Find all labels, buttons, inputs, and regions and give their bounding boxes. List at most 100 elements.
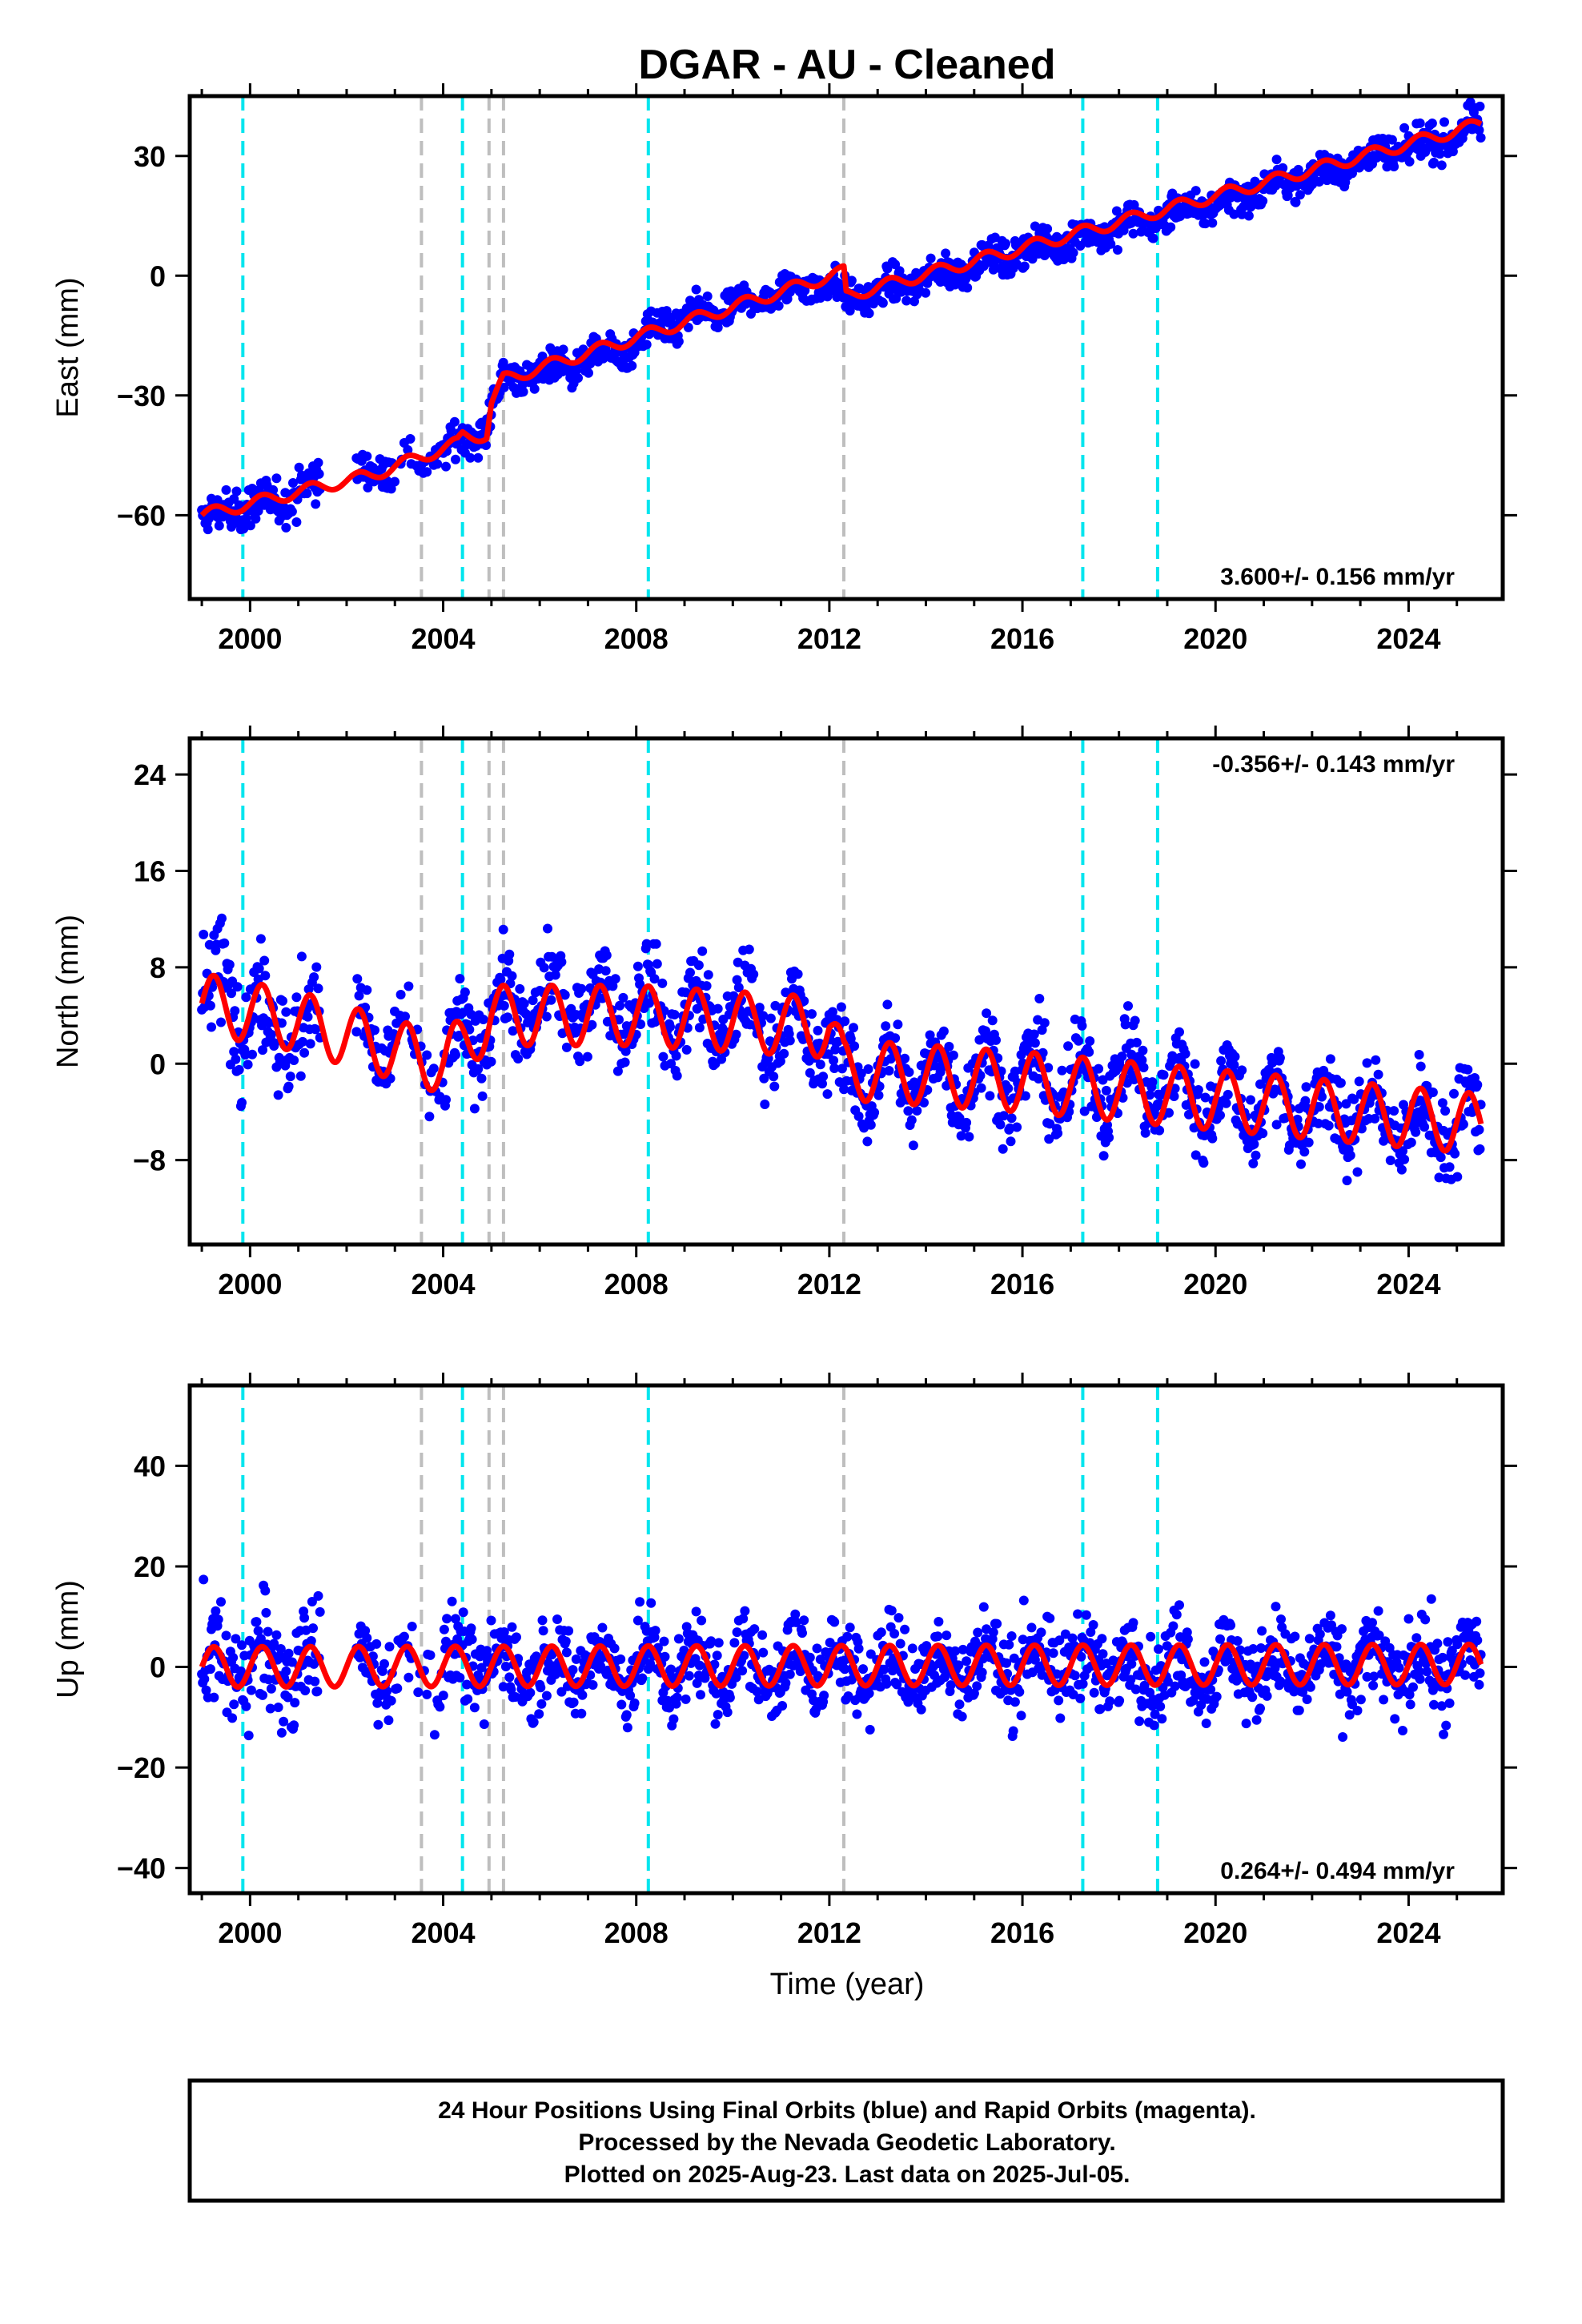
- data-point: [390, 476, 400, 487]
- data-point: [1201, 1719, 1211, 1728]
- data-point: [449, 416, 460, 427]
- data-point: [1422, 1667, 1432, 1677]
- data-point: [273, 1090, 283, 1100]
- data-point: [469, 1104, 480, 1114]
- data-point: [1073, 1609, 1083, 1619]
- data-point: [1302, 1695, 1312, 1704]
- data-point: [962, 1117, 972, 1128]
- data-point: [610, 974, 620, 984]
- data-point: [295, 1071, 306, 1081]
- data-point: [1338, 1732, 1348, 1742]
- data-point: [635, 979, 645, 989]
- data-point: [845, 306, 855, 316]
- data-point: [1034, 994, 1045, 1003]
- plot-area-up: [197, 1385, 1486, 1893]
- data-point: [1097, 1634, 1107, 1644]
- data-point: [1342, 1176, 1352, 1186]
- x-tick-label: 2012: [797, 1916, 861, 1949]
- data-point: [407, 1622, 417, 1631]
- data-point: [258, 1045, 267, 1055]
- data-point: [1074, 1035, 1084, 1046]
- panel-east: 2000 2004 2008 2012 2016 2020 2024 −60 −30 0 30 Eas…: [51, 83, 1517, 655]
- panels: 2000 2004 2008 2012 2016 2020 2024−60−30030Eas…: [51, 83, 1517, 1949]
- data-point: [486, 1056, 496, 1067]
- data-point: [681, 1694, 691, 1704]
- data-point: [441, 461, 451, 472]
- data-point: [576, 1708, 587, 1719]
- data-point: [543, 923, 552, 934]
- y-tick-label: 24: [134, 758, 166, 791]
- x-tick-label: 2020: [1183, 1268, 1247, 1301]
- data-point: [1305, 1682, 1315, 1692]
- data-point: [785, 1035, 795, 1046]
- data-point: [781, 1678, 791, 1688]
- data-point: [556, 957, 567, 967]
- data-point: [537, 1615, 548, 1626]
- data-point: [451, 454, 460, 464]
- data-point: [1084, 1047, 1094, 1057]
- data-point: [1362, 1058, 1372, 1068]
- data-point: [882, 999, 893, 1010]
- data-point: [214, 521, 224, 531]
- data-point: [1367, 1618, 1377, 1628]
- data-point: [219, 938, 230, 948]
- data-point: [765, 1013, 776, 1023]
- data-point: [207, 1022, 216, 1032]
- data-point: [978, 1602, 989, 1612]
- data-point: [1193, 1085, 1203, 1095]
- data-point: [864, 308, 874, 319]
- data-point: [1180, 1048, 1191, 1059]
- data-point: [845, 1622, 855, 1633]
- data-point: [916, 1704, 926, 1715]
- data-point: [379, 1659, 389, 1669]
- data-point: [1371, 1055, 1381, 1065]
- data-point: [853, 1111, 864, 1121]
- data-point: [701, 981, 712, 991]
- data-point: [451, 1050, 460, 1060]
- data-point: [362, 985, 372, 995]
- data-point: [1117, 1051, 1127, 1062]
- data-point: [1149, 1720, 1159, 1731]
- data-point: [1304, 1634, 1315, 1644]
- data-point: [1399, 123, 1410, 133]
- data-point: [216, 1597, 226, 1607]
- data-point: [1331, 1642, 1342, 1652]
- data-point: [561, 1042, 572, 1052]
- data-point: [1207, 1133, 1218, 1144]
- data-point: [1106, 239, 1116, 249]
- data-point: [652, 959, 662, 969]
- data-point: [1275, 1053, 1285, 1063]
- data-point: [713, 1638, 724, 1648]
- data-point: [1079, 1106, 1090, 1116]
- data-point: [541, 1011, 552, 1022]
- data-point: [894, 266, 905, 276]
- data-point: [992, 1618, 1002, 1629]
- data-point: [254, 963, 264, 974]
- data-point: [982, 1008, 992, 1019]
- data-point: [840, 1016, 850, 1027]
- data-point: [230, 1006, 240, 1016]
- data-point: [635, 1597, 645, 1607]
- data-point: [637, 1673, 648, 1683]
- data-point: [842, 1631, 853, 1642]
- data-point: [1458, 1120, 1468, 1129]
- data-point: [925, 1030, 935, 1040]
- data-point: [1420, 1614, 1431, 1625]
- data-point: [536, 1683, 546, 1693]
- data-point: [1057, 1065, 1067, 1076]
- data-point: [1441, 1720, 1452, 1731]
- data-point: [1390, 1714, 1400, 1724]
- y-axis-label-north: North (mm): [51, 915, 85, 1068]
- data-point: [632, 961, 643, 971]
- data-point: [1113, 245, 1122, 255]
- data-point: [779, 1048, 789, 1059]
- data-point: [455, 974, 465, 984]
- data-point: [465, 452, 476, 463]
- data-point: [237, 1097, 247, 1108]
- data-point: [241, 1701, 251, 1711]
- data-point: [241, 513, 251, 524]
- data-point: [1128, 228, 1138, 239]
- data-point: [884, 1066, 894, 1076]
- data-point: [1249, 1139, 1259, 1149]
